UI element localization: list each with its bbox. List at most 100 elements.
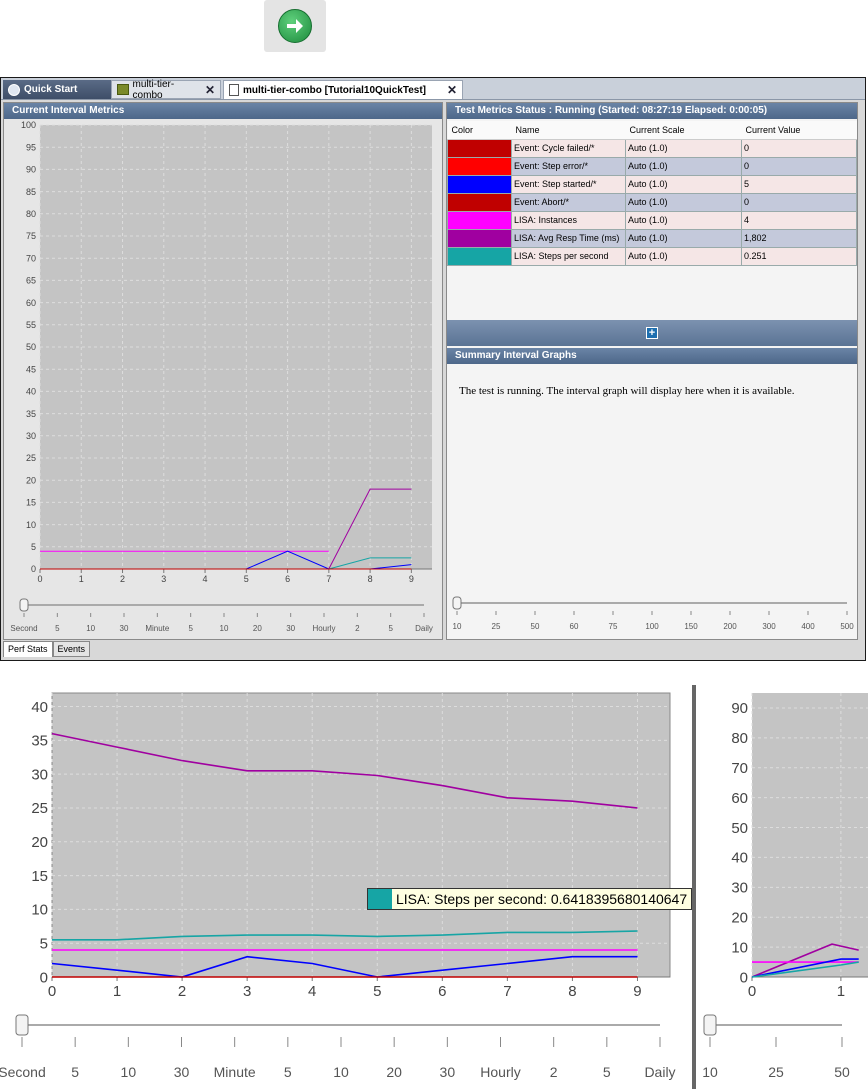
slider-label: Hourly	[312, 624, 335, 633]
slider-label: 60	[570, 622, 579, 631]
slider-label: 30	[174, 1064, 190, 1080]
series-color-swatch	[368, 889, 392, 909]
metric-scale: Auto (1.0)	[625, 192, 742, 212]
metric-value: 0	[741, 192, 857, 212]
slider-label: 50	[834, 1064, 850, 1080]
column-header[interactable]: Current Scale	[625, 121, 742, 140]
time-slider-thumb	[15, 1014, 29, 1036]
zoomed-view: 0 5 10 15 20 25 30 35 40 0 1 2 3 4 5 6 7 8 9 Second 5 10 30 Min…	[0, 685, 868, 1089]
color-swatch[interactable]	[447, 156, 512, 176]
summary-interval-chart: 0 10 20 30 40 50 60 70 80 90 0 1 10 25 50	[702, 693, 868, 1080]
tab-multi-tier-combo[interactable]: multi-tier-combo ✕	[111, 78, 221, 101]
test-metrics-status-panel: Test Metrics Status : Running (Started: …	[446, 102, 858, 640]
y-tick-label: 40	[731, 850, 748, 867]
color-swatch[interactable]	[447, 246, 512, 266]
y-tick-label: 15	[31, 868, 48, 885]
tab-multi-tier-combo-test[interactable]: multi-tier-combo [Tutorial10QuickTest] ✕	[223, 80, 463, 99]
slider-label: 30	[120, 624, 129, 633]
panel-title: Current Interval Metrics	[4, 103, 442, 119]
metric-name: LISA: Steps per second	[511, 246, 626, 266]
y-tick-label: 0	[40, 969, 48, 986]
table-row[interactable]: Event: Step started/* Auto (1.0) 5	[447, 174, 857, 194]
y-tick-label: 30	[731, 880, 748, 897]
metric-name: LISA: Instances	[511, 210, 626, 230]
tab-perf-stats[interactable]: Perf Stats	[3, 641, 53, 657]
bottom-tabs: Perf Stats Events	[3, 641, 91, 657]
series-line	[328, 488, 412, 570]
close-icon[interactable]: ✕	[446, 83, 457, 97]
y-tick-label: 60	[731, 790, 748, 807]
x-tick-label: 2	[120, 574, 125, 584]
table-row[interactable]: Event: Abort/* Auto (1.0) 0	[447, 192, 857, 212]
column-header[interactable]: Color	[447, 121, 512, 140]
y-tick-label: 0	[31, 564, 36, 574]
y-tick-label: 95	[26, 142, 36, 152]
table-row[interactable]: LISA: Steps per second Auto (1.0) 0.251	[447, 246, 857, 266]
x-tick-label: 9	[633, 983, 641, 1000]
y-tick-label: 10	[731, 939, 748, 956]
lisa-window: Quick Start multi-tier-combo ✕ multi-tie…	[0, 77, 866, 661]
slider-label: Minute	[145, 624, 170, 633]
y-tick-label: 25	[31, 800, 48, 817]
slider-label: 5	[188, 624, 193, 633]
metrics-table-container: Color Name Current Scale Current Value E…	[447, 121, 857, 337]
color-swatch[interactable]	[447, 174, 512, 194]
slider-label: 2	[550, 1064, 558, 1080]
tab-events[interactable]: Events	[52, 641, 91, 657]
color-swatch[interactable]	[447, 210, 512, 230]
table-row[interactable]: LISA: Instances Auto (1.0) 4	[447, 210, 857, 230]
table-row[interactable]: Event: Cycle failed/* Auto (1.0) 0	[447, 138, 857, 158]
series-tooltip: LISA: Steps per second: 0.64183956801406…	[367, 888, 693, 910]
forward-button[interactable]	[264, 0, 326, 52]
column-header[interactable]: Current Value	[741, 121, 857, 140]
count-slider[interactable]: 10 25 50 60 75 100 150 200 300 400 500	[447, 593, 857, 633]
slider-label: 10	[121, 1064, 137, 1080]
panel-title: Test Metrics Status : Running (Started: …	[447, 103, 857, 119]
slider-label: 5	[71, 1064, 79, 1080]
summary-message: The test is running. The interval graph …	[459, 385, 795, 397]
add-metric-icon[interactable]: +	[646, 327, 658, 339]
y-tick-label: 20	[26, 475, 36, 485]
x-tick-label: 9	[409, 574, 414, 584]
x-tick-label: 8	[368, 574, 373, 584]
slider-label: 200	[723, 622, 737, 631]
x-tick-label: 5	[244, 574, 249, 584]
metric-name: Event: Abort/*	[511, 192, 626, 212]
metric-value: 4	[741, 210, 857, 230]
table-row[interactable]: LISA: Avg Resp Time (ms) Auto (1.0) 1,802	[447, 228, 857, 248]
color-swatch[interactable]	[447, 138, 512, 158]
close-icon[interactable]: ✕	[204, 82, 215, 97]
panel-divider[interactable]	[692, 685, 696, 1089]
tooltip-text: LISA: Steps per second: 0.64183956801406…	[396, 891, 688, 907]
current-interval-chart: 0510152025303540455055606570758085909510…	[10, 120, 433, 633]
series-line	[51, 732, 638, 809]
tab-label: multi-tier-combo	[132, 78, 175, 101]
metric-name: Event: Cycle failed/*	[511, 138, 626, 158]
slider-label: Second	[10, 624, 37, 633]
metric-value: 5	[741, 174, 857, 194]
table-row[interactable]: Event: Step error/* Auto (1.0) 0	[447, 156, 857, 176]
editor-tab-bar: Quick Start multi-tier-combo ✕ multi-tie…	[1, 78, 865, 101]
x-tick-label: 7	[326, 574, 331, 584]
document-icon	[229, 84, 239, 96]
y-tick-label: 80	[731, 730, 748, 747]
slider-label: 10	[453, 622, 462, 631]
slider-label: 20	[253, 624, 262, 633]
slider-label: Daily	[644, 1064, 675, 1080]
metric-scale: Auto (1.0)	[625, 246, 742, 266]
metric-scale: Auto (1.0)	[625, 138, 742, 158]
metrics-table: Color Name Current Scale Current Value E…	[447, 121, 857, 266]
plot-area	[752, 693, 868, 977]
y-tick-label: 90	[731, 700, 748, 717]
tab-quick-start[interactable]: Quick Start	[3, 80, 113, 99]
y-tick-label: 20	[31, 834, 48, 851]
slider-label: 30	[440, 1064, 456, 1080]
column-header[interactable]: Name	[511, 121, 626, 140]
color-swatch[interactable]	[447, 228, 512, 248]
color-swatch[interactable]	[447, 192, 512, 212]
slider-label: Daily	[415, 624, 433, 633]
metric-value: 0.251	[741, 246, 857, 266]
slider-label: 50	[531, 622, 540, 631]
slider-label: 500	[840, 622, 854, 631]
y-tick-label: 45	[26, 364, 36, 374]
